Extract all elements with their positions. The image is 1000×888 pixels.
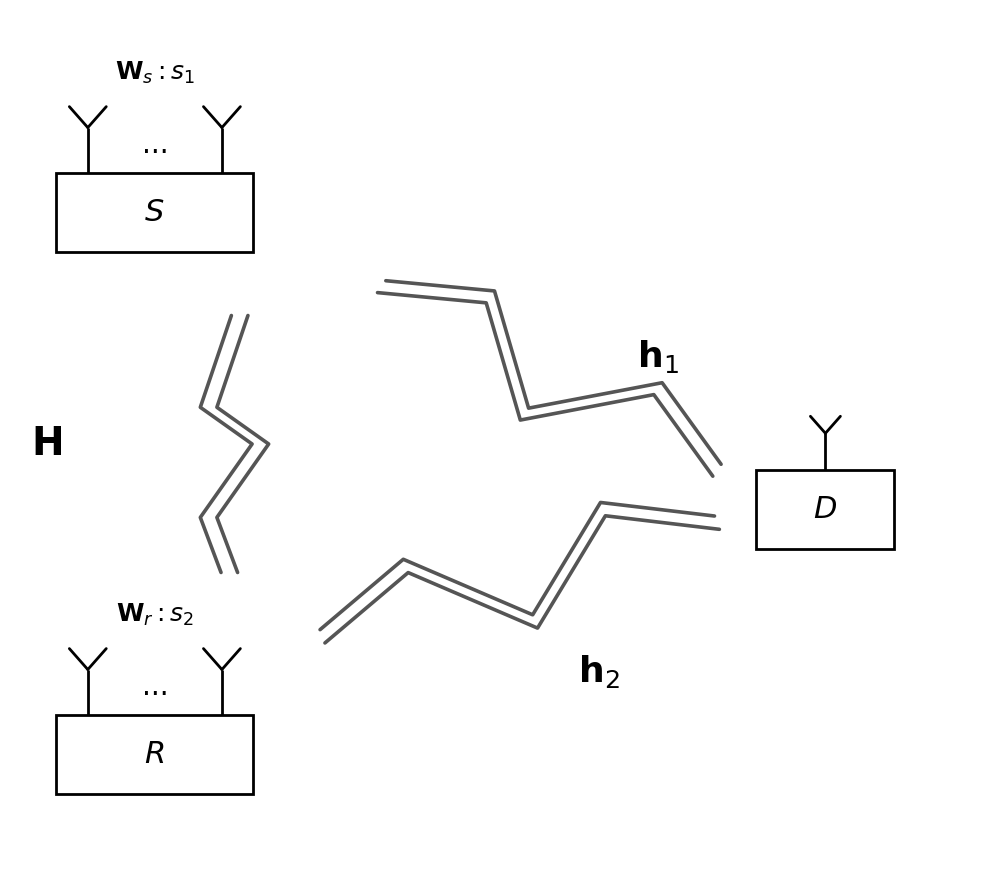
Text: S: S — [145, 198, 165, 226]
Text: $\mathbf{W}_s : s_1$: $\mathbf{W}_s : s_1$ — [115, 59, 195, 85]
FancyBboxPatch shape — [756, 471, 894, 549]
FancyBboxPatch shape — [56, 173, 253, 251]
Text: R: R — [144, 740, 165, 769]
Text: $\mathbf{h}_1$: $\mathbf{h}_1$ — [637, 338, 679, 375]
Text: D: D — [814, 495, 837, 524]
Text: ...: ... — [142, 131, 168, 159]
Text: $\mathbf{H}$: $\mathbf{H}$ — [31, 425, 62, 463]
Text: $\mathbf{W}_r : s_2$: $\mathbf{W}_r : s_2$ — [116, 601, 194, 628]
FancyBboxPatch shape — [56, 715, 253, 794]
Text: $\mathbf{h}_2$: $\mathbf{h}_2$ — [578, 653, 619, 690]
Text: ...: ... — [142, 673, 168, 701]
